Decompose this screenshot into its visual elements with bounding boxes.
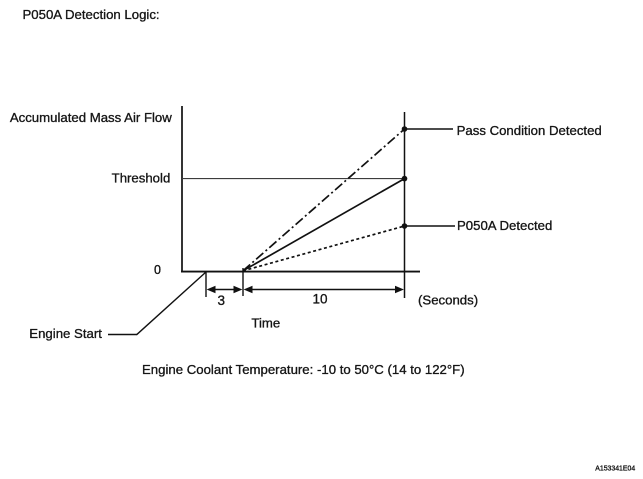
svg-text:0: 0 <box>154 263 161 277</box>
svg-text:Time: Time <box>251 315 280 330</box>
svg-text:Accumulated Mass Air Flow: Accumulated Mass Air Flow <box>10 110 172 125</box>
svg-text:Engine Coolant Temperature: -1: Engine Coolant Temperature: -10 to 50°C … <box>142 362 465 377</box>
svg-text:P050A Detected: P050A Detected <box>457 218 552 233</box>
svg-text:3: 3 <box>218 293 226 308</box>
svg-text:10: 10 <box>312 292 327 307</box>
svg-text:P050A Detection Logic:: P050A Detection Logic: <box>23 7 160 22</box>
svg-text:Pass Condition Detected: Pass Condition Detected <box>457 123 602 138</box>
svg-text:A153341E04: A153341E04 <box>595 465 635 472</box>
svg-text:Engine Start: Engine Start <box>29 326 102 341</box>
svg-text:(Seconds): (Seconds) <box>418 293 478 308</box>
svg-text:Threshold: Threshold <box>112 170 171 185</box>
